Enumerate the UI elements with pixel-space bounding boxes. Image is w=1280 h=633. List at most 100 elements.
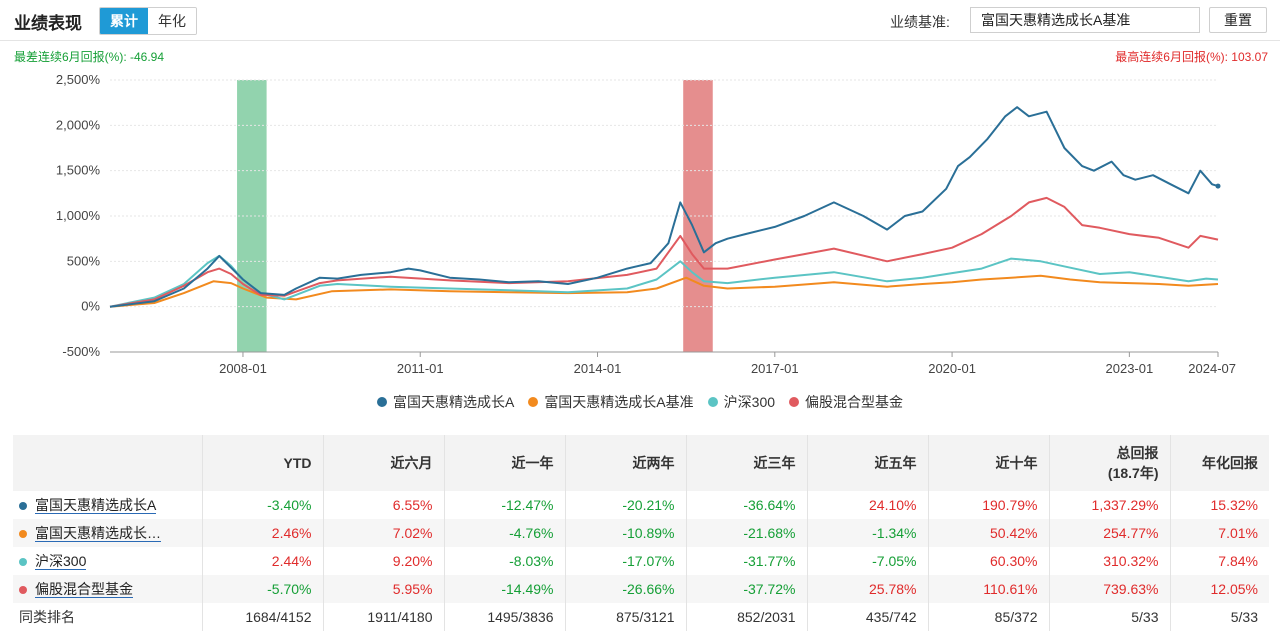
return-cell: -7.05%: [807, 547, 929, 575]
table-row: 富国天惠精选成长… 2.46% 7.02% -4.76% -10.89% -21.68% -…: [13, 519, 1269, 547]
legend-item-2[interactable]: 沪深300: [707, 392, 776, 412]
table-row: 沪深300 2.44% 9.20% -8.03% -17.07% -31.77% -7.05…: [13, 547, 1269, 575]
fund-link[interactable]: 沪深300: [35, 553, 87, 570]
return-cell: 24.10%: [807, 491, 929, 519]
return-cell: -21.68%: [686, 519, 808, 547]
mode-tabs: 累计 年化: [99, 7, 197, 35]
header-3y: 近三年: [686, 435, 808, 491]
return-cell: 1,337.29%: [1049, 491, 1171, 519]
series-line-0: [109, 106, 1219, 308]
return-cell: 2.46%: [202, 519, 324, 547]
return-cell: 9.20%: [323, 547, 445, 575]
rank-cell: 5/33: [1230, 609, 1258, 625]
legend-item-0[interactable]: 富国天惠精选成长A: [376, 392, 515, 412]
legend-dot: [376, 397, 387, 407]
return-cell: 7.84%: [1218, 553, 1258, 569]
x-tick-label: 2017-01: [751, 361, 799, 376]
benchmark-label: 业绩基准:: [890, 14, 950, 30]
cumulative-return-chart: 2,500% 2,000% 1,500% 1,000% 500% 0% -500% 2008-…: [56, 72, 1236, 376]
tab-annualized[interactable]: 年化: [148, 8, 196, 34]
header-total-line1: 总回报: [1116, 445, 1159, 461]
legend-label: 偏股混合型基金: [805, 394, 904, 410]
y-tick-label: 500%: [67, 253, 101, 268]
return-cell: 739.63%: [1049, 575, 1171, 603]
legend-item-1[interactable]: 富国天惠精选成长A基准: [528, 392, 694, 412]
header-6m: 近六月: [323, 435, 445, 491]
return-cell: -37.72%: [686, 575, 808, 603]
x-tick-label: 2020-01: [928, 361, 976, 376]
series-dot: [19, 558, 27, 567]
legend-label: 富国天惠精选成长A: [392, 394, 515, 410]
y-tick-label: 2,000%: [56, 117, 101, 132]
fund-link[interactable]: 偏股混合型基金: [35, 581, 133, 598]
rank-label: 同类排名: [13, 603, 203, 631]
header-10y: 近十年: [928, 435, 1050, 491]
series-line-3: [109, 196, 1219, 308]
x-tick-label: 2023-01: [1106, 361, 1154, 376]
return-cell: 25.78%: [807, 575, 929, 603]
header-5y: 近五年: [807, 435, 929, 491]
return-cell: -8.03%: [444, 547, 566, 575]
header-total: 总回报 (18.7年): [1049, 435, 1171, 491]
return-cell: 7.01%: [1218, 525, 1258, 541]
return-cell: -36.64%: [686, 491, 808, 519]
x-tick-label: 2008-01: [219, 361, 267, 376]
best-6m-stat: 最高连续6月回报(%): 103.07: [1115, 50, 1268, 64]
rank-cell: 852/2031: [686, 603, 808, 631]
table-row: 偏股混合型基金 -5.70% 5.95% -14.49% -26.66% -37.72% 2…: [13, 575, 1269, 603]
legend-item-3[interactable]: 偏股混合型基金: [789, 392, 903, 412]
return-cell: -20.21%: [565, 491, 687, 519]
return-cell: 6.55%: [323, 491, 445, 519]
return-cell: 15.32%: [1210, 497, 1258, 513]
fund-link[interactable]: 富国天惠精选成长…: [35, 525, 161, 542]
return-cell: 12.05%: [1210, 581, 1258, 597]
return-cell: -1.34%: [807, 519, 929, 547]
return-cell: -12.47%: [444, 491, 566, 519]
header-name: [13, 435, 203, 491]
fund-end-point: [1215, 183, 1221, 189]
row-name-cell: 沪深300: [13, 547, 203, 575]
legend-label: 沪深300: [723, 394, 776, 410]
return-cell: 60.30%: [928, 547, 1050, 575]
legend-dot: [528, 397, 539, 407]
header-1y: 近一年: [444, 435, 566, 491]
return-cell: -31.77%: [686, 547, 808, 575]
rank-cell: 5/33: [1049, 603, 1171, 631]
rank-row: 同类排名 1684/4152 1911/4180 1495/3836 875/3121 8…: [13, 603, 1269, 631]
return-cell: 310.32%: [1049, 547, 1171, 575]
tab-cumulative[interactable]: 累计: [100, 8, 148, 34]
rank-cell: 85/372: [928, 603, 1050, 631]
series-dot: [19, 502, 27, 511]
legend-label: 富国天惠精选成长A基准: [544, 394, 694, 410]
header-2y: 近两年: [565, 435, 687, 491]
rank-cell: 1684/4152: [202, 603, 324, 631]
worst-6m-stat: 最差连续6月回报(%): -46.94: [14, 50, 165, 64]
header-bar: 业绩表现 累计 年化 业绩基准: 富国天惠精选成长A基准 重置: [0, 0, 1280, 41]
table-body: 富国天惠精选成长A -3.40% 6.55% -12.47% -20.21% -36.64…: [13, 491, 1269, 631]
return-cell: -10.89%: [565, 519, 687, 547]
return-cell: -3.40%: [202, 491, 324, 519]
series-dot: [19, 530, 27, 539]
reset-button[interactable]: 重置: [1209, 7, 1267, 33]
header-ytd: YTD: [202, 435, 324, 491]
return-cell: 50.42%: [928, 519, 1050, 547]
return-cell: -4.76%: [444, 519, 566, 547]
return-cell: 7.02%: [323, 519, 445, 547]
fund-link[interactable]: 富国天惠精选成长A: [35, 497, 157, 514]
section-title: 业绩表现: [14, 14, 82, 33]
return-cell: 254.77%: [1049, 519, 1171, 547]
return-cell: -17.07%: [565, 547, 687, 575]
y-tick-label: 1,000%: [56, 208, 101, 223]
return-cell: 110.61%: [928, 575, 1050, 603]
row-name-cell: 富国天惠精选成长…: [13, 519, 203, 547]
x-tick-label: 2014-01: [574, 361, 622, 376]
return-cell: 2.44%: [202, 547, 324, 575]
y-tick-label: 1,500%: [56, 163, 101, 178]
benchmark-select[interactable]: 富国天惠精选成长A基准: [970, 7, 1200, 33]
rank-cell: 1911/4180: [323, 603, 445, 631]
rank-cell: 435/742: [807, 603, 929, 631]
row-name-cell: 偏股混合型基金: [13, 575, 203, 603]
y-tick-label: 0%: [81, 299, 100, 314]
series-line-1: [109, 274, 1219, 308]
return-cell: -26.66%: [565, 575, 687, 603]
